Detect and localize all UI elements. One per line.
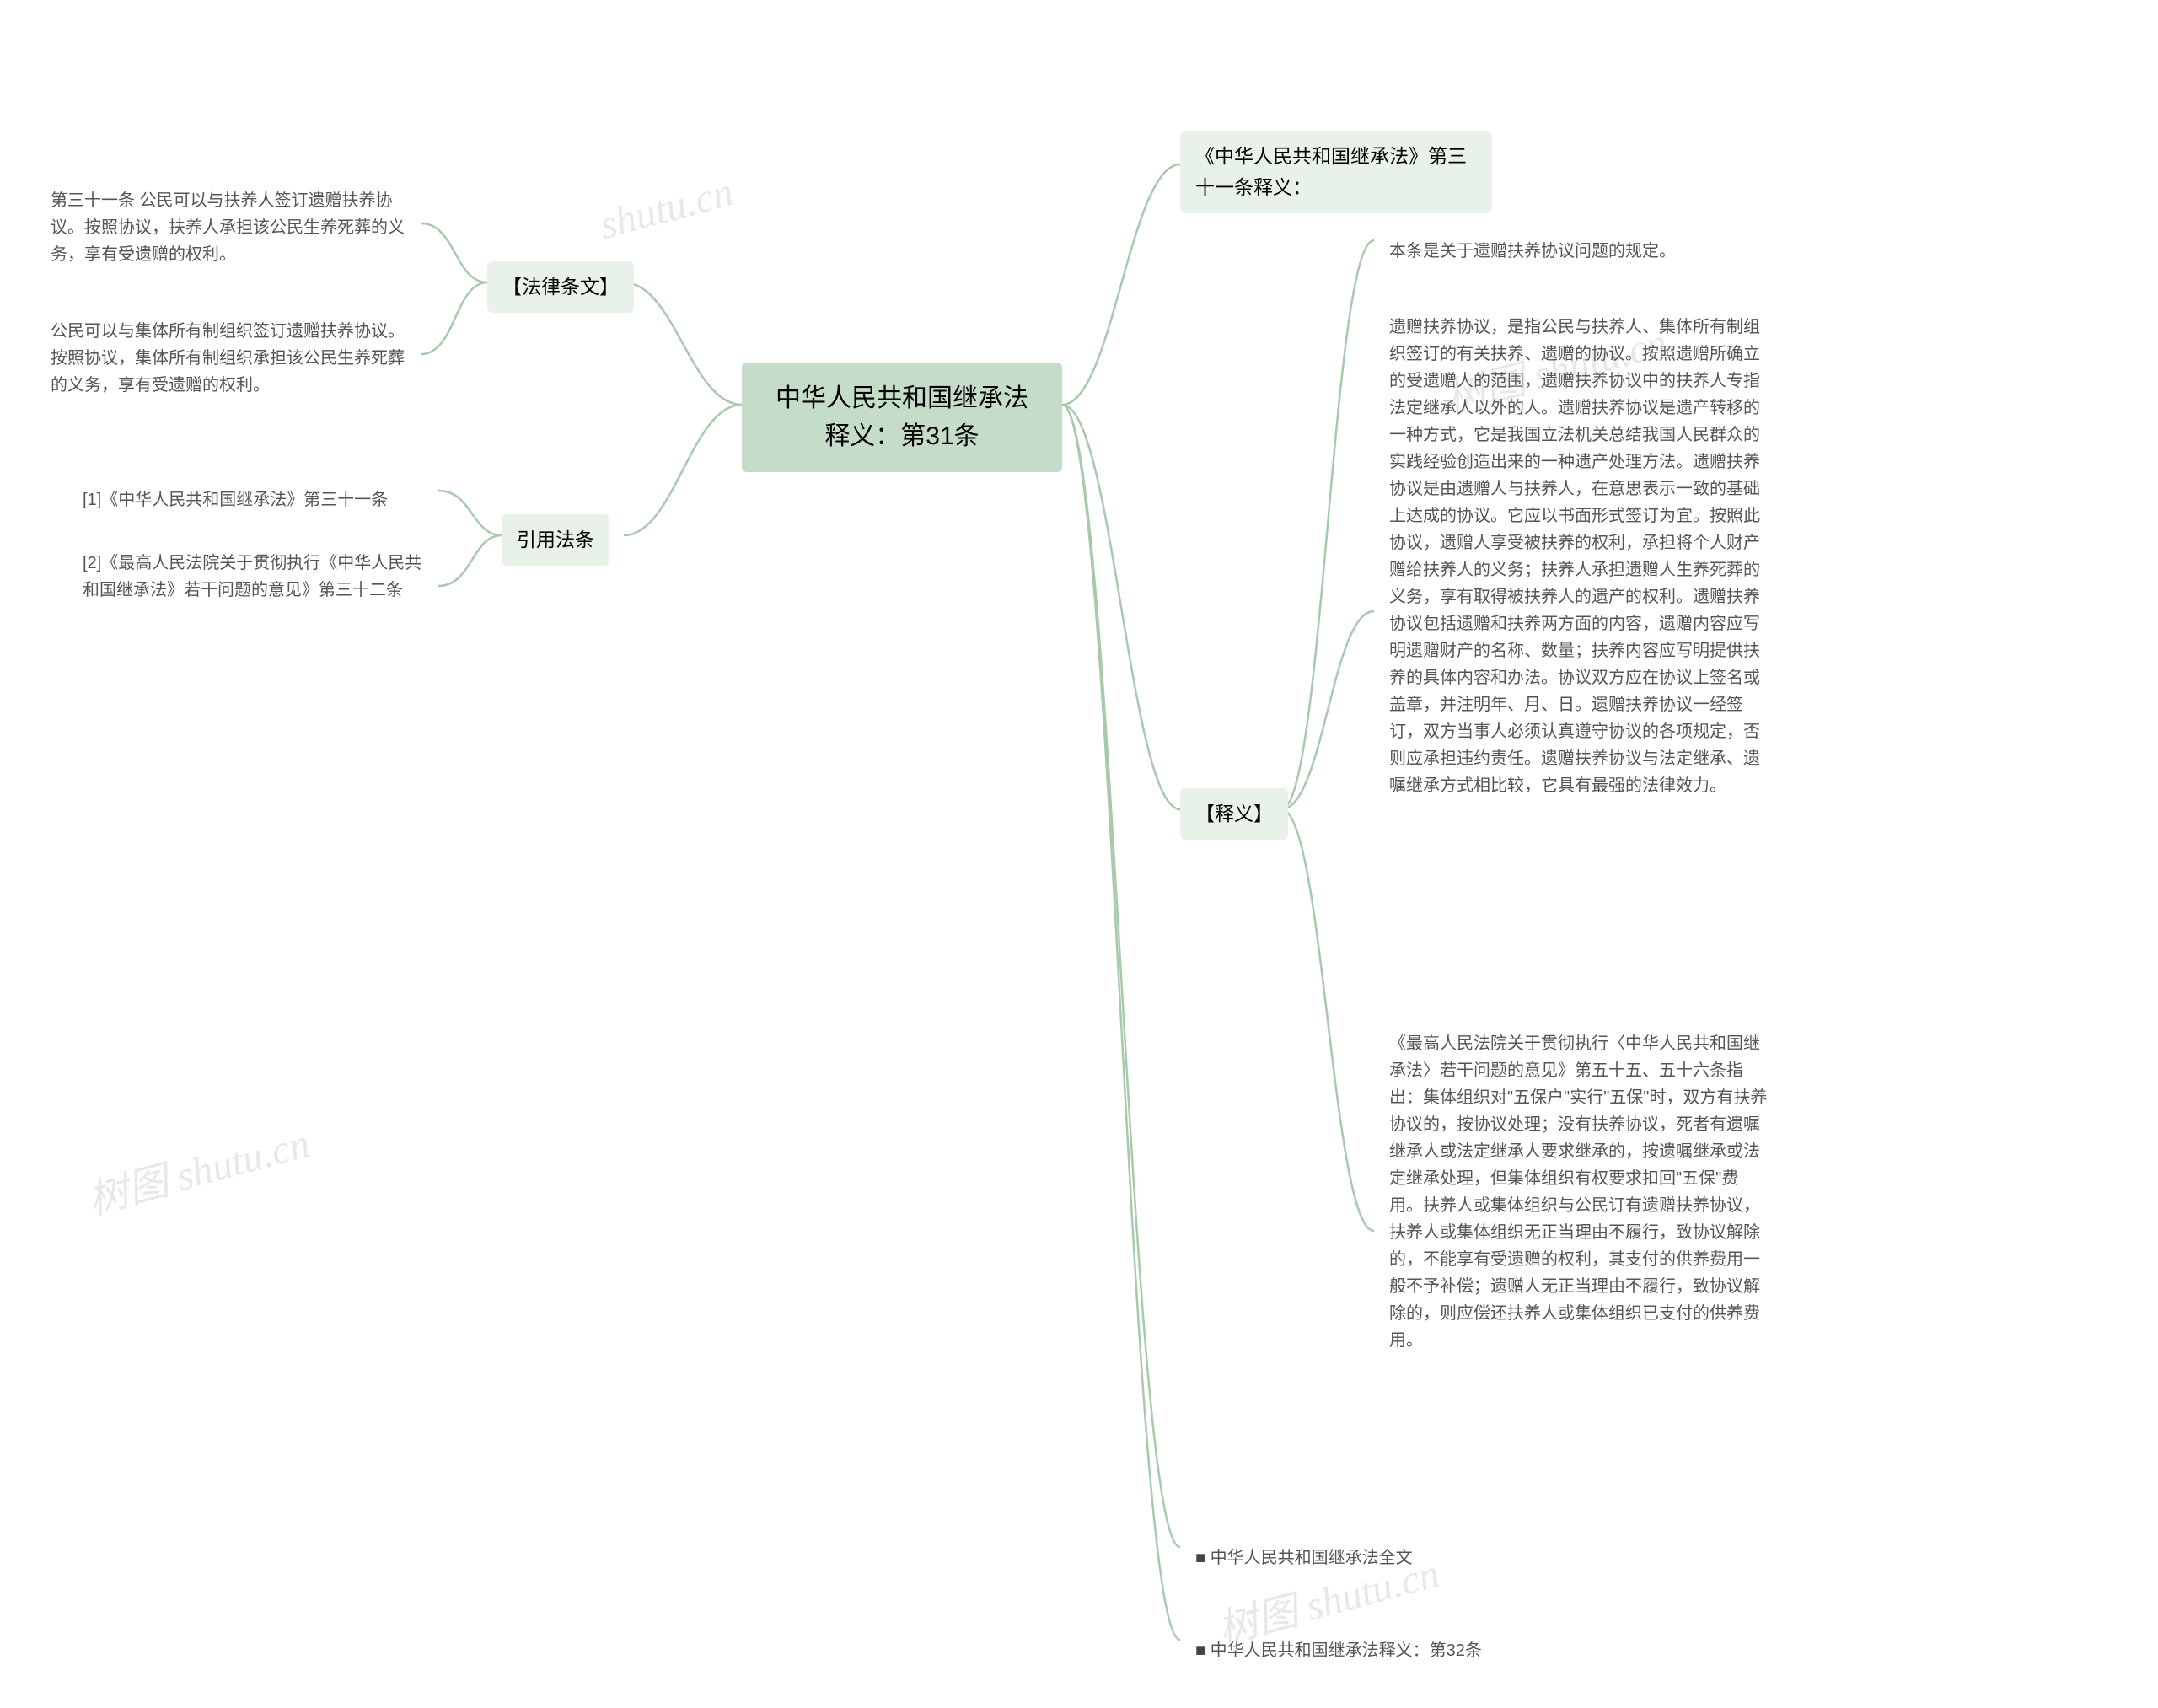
- branch-interpretation-title: 《中华人民共和国继承法》第三十一条释义：: [1180, 131, 1492, 213]
- watermark: 树图 shutu.cn: [81, 1109, 315, 1225]
- branch-cited-law: 引用法条: [502, 514, 609, 566]
- leaf-cited-1: [1]《中华人民共和国继承法》第三十一条: [67, 476, 443, 524]
- leaf-text: 第三十一条 公民可以与扶养人签订遗赠扶养协议。按照协议，扶养人承担该公民生养死葬…: [51, 191, 405, 264]
- leaf-interpretation-2: 遗赠扶养协议，是指公民与扶养人、集体所有制组织签订的有关扶养、遗赠的协议。按照遗…: [1374, 303, 1787, 809]
- leaf-legal-text-2: 公民可以与集体所有制组织签订遗赠扶养协议。按照协议，集体所有制组织承担该公民生养…: [35, 308, 427, 409]
- branch-label: 【释义】: [1195, 803, 1273, 824]
- leaf-text: 遗赠扶养协议，是指公民与扶养人、集体所有制组织签订的有关扶养、遗赠的协议。按照遗…: [1389, 318, 1760, 795]
- leaf-interpretation-3: 《最高人民法院关于贯彻执行〈中华人民共和国继承法〉若干问题的意见》第五十五、五十…: [1374, 1020, 1787, 1364]
- link-full-text: 中华人民共和国继承法全文: [1180, 1534, 1428, 1582]
- leaf-legal-text-1: 第三十一条 公民可以与扶养人签订遗赠扶养协议。按照协议，扶养人承担该公民生养死葬…: [35, 177, 427, 278]
- branch-label: 【法律条文】: [502, 276, 619, 298]
- link-text: 中华人民共和国继承法全文: [1211, 1549, 1413, 1567]
- leaf-text: 本条是关于遗赠扶养协议问题的规定。: [1389, 242, 1676, 260]
- leaf-cited-2: [2]《最高人民法院关于贯彻执行《中华人民共和国继承法》若干问题的意见》第三十二…: [67, 540, 443, 614]
- leaf-text: [2]《最高人民法院关于贯彻执行《中华人民共和国继承法》若干问题的意见》第三十二…: [83, 554, 421, 599]
- root-text: 中华人民共和国继承法释义：第31条: [776, 384, 1028, 450]
- link-text: 中华人民共和国继承法释义：第32条: [1211, 1641, 1482, 1660]
- branch-legal-text: 【法律条文】: [487, 261, 634, 313]
- branch-label: 引用法条: [517, 529, 594, 551]
- leaf-text: [1]《中华人民共和国继承法》第三十一条: [83, 491, 388, 509]
- leaf-text: 公民可以与集体所有制组织签订遗赠扶养协议。按照协议，集体所有制组织承担该公民生养…: [51, 322, 405, 395]
- leaf-interpretation-1: 本条是关于遗赠扶养协议问题的规定。: [1374, 228, 1787, 275]
- root-node: 中华人民共和国继承法释义：第31条: [742, 363, 1062, 472]
- watermark: shutu.cn: [595, 169, 738, 249]
- leaf-text: 《最高人民法院关于贯彻执行〈中华人民共和国继承法〉若干问题的意见》第五十五、五十…: [1389, 1034, 1767, 1350]
- branch-interpretation: 【释义】: [1180, 788, 1288, 840]
- link-article-32: 中华人民共和国继承法释义：第32条: [1180, 1627, 1497, 1674]
- branch-label: 《中华人民共和国继承法》第三十一条释义：: [1195, 145, 1467, 198]
